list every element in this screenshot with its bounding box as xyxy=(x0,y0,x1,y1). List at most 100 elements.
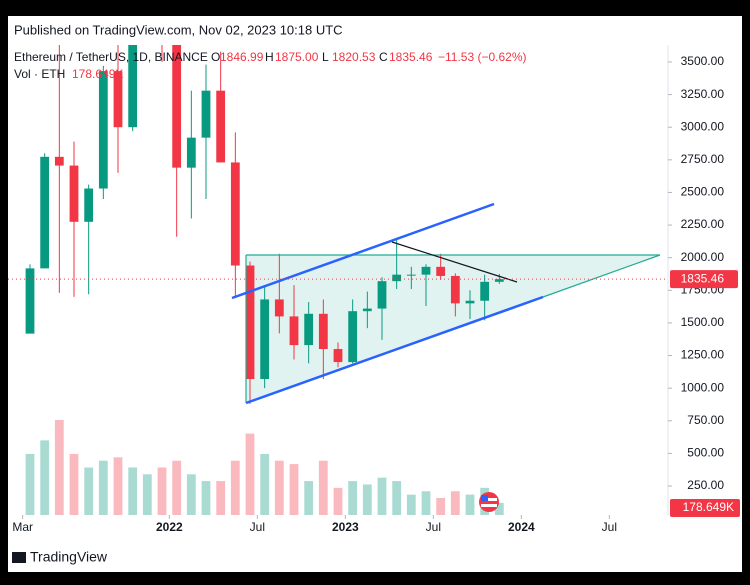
y-tick-label: 1500.00 xyxy=(681,315,725,329)
brand-logo xyxy=(12,552,26,563)
y-tick-label: 2000.00 xyxy=(681,250,725,264)
volume-bar xyxy=(289,464,299,515)
volume-bar xyxy=(362,484,372,515)
flag-stripe xyxy=(481,504,497,507)
last-price-label: 1835.46 xyxy=(681,271,725,285)
volume-bar xyxy=(142,474,152,515)
volume-bar xyxy=(333,487,343,515)
high: 1875.00 xyxy=(275,50,319,64)
volume-bar xyxy=(348,481,358,515)
volume-bar xyxy=(406,494,416,515)
volume-bar xyxy=(318,460,328,515)
channel-lower xyxy=(245,295,544,405)
volume-bar xyxy=(450,491,460,515)
x-tick-label: 2023 xyxy=(332,520,359,534)
change: −11.53 (−0.62%) xyxy=(438,50,527,64)
volume-bar xyxy=(377,477,387,515)
volume-bar xyxy=(230,460,240,515)
l-label: L xyxy=(322,50,329,64)
y-tick-label: 1250.00 xyxy=(681,348,725,362)
y-tick-label: 750.00 xyxy=(687,413,724,427)
volume-label: 178.649K xyxy=(683,500,734,514)
volume-bar xyxy=(465,494,475,515)
candle-body xyxy=(230,162,240,266)
volume-bar xyxy=(40,440,50,515)
candle-body xyxy=(84,188,94,222)
candle-body xyxy=(436,266,446,276)
volume-bar xyxy=(186,474,196,515)
x-tick-label: Mar xyxy=(12,520,33,534)
c-label: C xyxy=(379,50,388,64)
candle-body xyxy=(304,313,314,346)
volume-bar xyxy=(172,460,182,515)
volume-bar xyxy=(25,453,35,515)
x-tick-label: Jul xyxy=(426,520,441,534)
candle-body xyxy=(98,71,108,189)
candle-body xyxy=(25,268,35,334)
trend-line xyxy=(391,241,518,283)
published: Published on TradingView.com, Nov 02, 20… xyxy=(14,22,343,37)
candle-body xyxy=(172,45,182,168)
candle-body xyxy=(465,300,475,304)
y-tick-label: 3500.00 xyxy=(681,54,725,68)
volume-bar xyxy=(128,467,138,515)
candle-body xyxy=(392,274,402,282)
candle-body xyxy=(318,313,328,350)
y-tick-label: 3000.00 xyxy=(681,119,725,133)
volume-bar xyxy=(69,453,79,515)
close: 1835.46 xyxy=(389,50,433,64)
candle-body xyxy=(494,279,504,282)
candle-body xyxy=(480,281,490,301)
y-tick-label: 3250.00 xyxy=(681,87,725,101)
low: 1820.53 xyxy=(332,50,376,64)
candle-body xyxy=(128,45,138,128)
candle-body xyxy=(274,299,284,317)
x-tick-label: 2024 xyxy=(508,520,535,534)
volume-bar xyxy=(494,502,504,515)
x-tick-label: Jul xyxy=(250,520,265,534)
vol: 178.649K xyxy=(72,67,123,81)
candle-body xyxy=(289,316,299,346)
y-tick-label: 2750.00 xyxy=(681,152,725,166)
volume-bar xyxy=(304,481,314,515)
volume-bar xyxy=(54,420,64,515)
candle-body xyxy=(421,266,431,275)
volume-bar xyxy=(216,481,226,515)
candle-body xyxy=(216,90,226,163)
h-label: H xyxy=(265,50,274,64)
volume-bar xyxy=(245,433,255,515)
candle-body xyxy=(362,308,372,312)
candle-body xyxy=(245,265,255,380)
y-tick-label: 2250.00 xyxy=(681,217,725,231)
last-price-tag xyxy=(670,270,738,289)
volume-bar xyxy=(84,467,94,515)
candle-body xyxy=(333,349,343,363)
y-tick-label: 1000.00 xyxy=(681,380,725,394)
candle-body xyxy=(186,137,196,168)
vol-label: Vol · ETH xyxy=(14,67,65,81)
flag-canton xyxy=(481,495,488,501)
volume-bar xyxy=(113,457,123,515)
volume-tag xyxy=(670,499,740,517)
volume-bar xyxy=(98,460,108,515)
open: 1846.99 xyxy=(220,50,264,64)
volume-bar xyxy=(436,498,446,515)
volume-bar xyxy=(157,467,167,515)
candle-body xyxy=(450,275,460,304)
triangle-hyp xyxy=(542,254,661,298)
candle-body xyxy=(348,311,358,363)
candle-body xyxy=(406,274,416,276)
flag-stripe xyxy=(481,498,497,501)
symbol: Ethereum / TetherUS, 1D, BINANCE xyxy=(14,50,208,64)
volume-bar xyxy=(421,491,431,515)
volume-bar xyxy=(260,453,270,515)
candle-body xyxy=(40,156,50,269)
channel-upper xyxy=(231,202,495,300)
volume-bar xyxy=(201,481,211,515)
o-label: O xyxy=(211,50,220,64)
y-tick-label: 2500.00 xyxy=(681,185,725,199)
candle-body xyxy=(260,299,270,380)
y-tick-label: 500.00 xyxy=(687,446,724,460)
drawings xyxy=(231,202,661,405)
